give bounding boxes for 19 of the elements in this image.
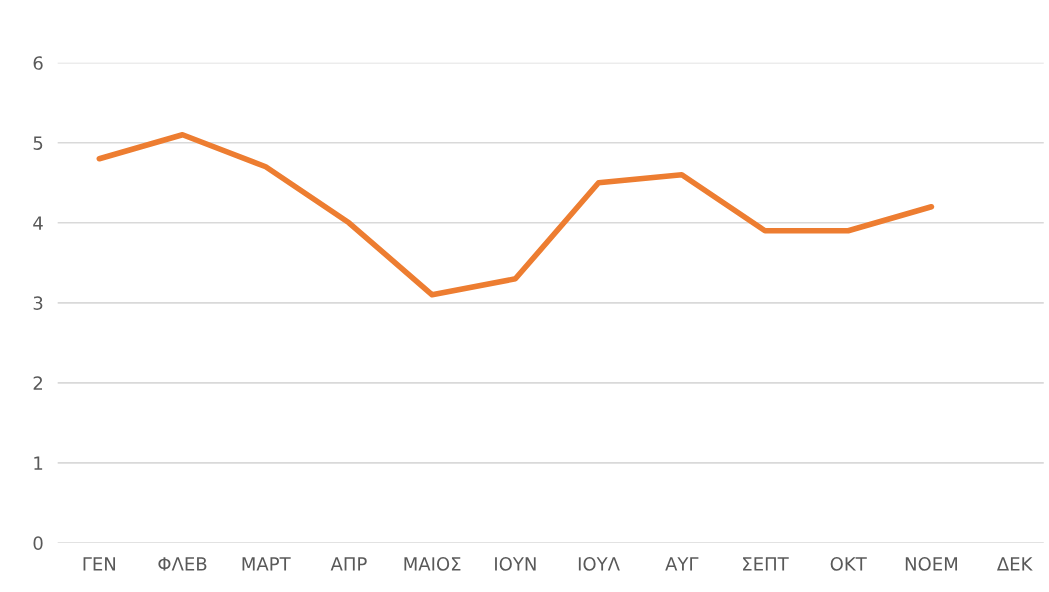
x-tick-label: ΝΟΕΜ — [905, 557, 958, 571]
x-tick-label: ΣΕΠΤ — [743, 557, 789, 571]
y-tick-label: 4 — [33, 216, 43, 230]
x-tick-label: ΜΑΙΟΣ — [404, 557, 461, 571]
y-tick-label: 6 — [33, 56, 43, 70]
x-tick-label: ΑΥΓ — [665, 557, 699, 571]
x-tick-label: ΔΕΚ — [996, 557, 1033, 571]
x-tick-label: ΙΟΥΛ — [578, 557, 620, 571]
x-tick-label: ΦΛΕΒ — [158, 557, 207, 571]
x-tick-label: ΙΟΥΝ — [495, 557, 536, 571]
y-tick-label: 5 — [33, 136, 43, 150]
x-tick-label: ΜΑΡΤ — [242, 557, 291, 571]
x-tick-label: ΑΠΡ — [330, 557, 367, 571]
y-tick-label: 0 — [33, 536, 43, 550]
y-tick-label: 1 — [34, 456, 43, 470]
y-tick-label: 3 — [33, 296, 43, 310]
x-tick-label: ΓΕΝ — [83, 557, 116, 571]
x-tick-label: ΟΚΤ — [830, 557, 867, 571]
y-tick-label: 2 — [33, 376, 42, 390]
